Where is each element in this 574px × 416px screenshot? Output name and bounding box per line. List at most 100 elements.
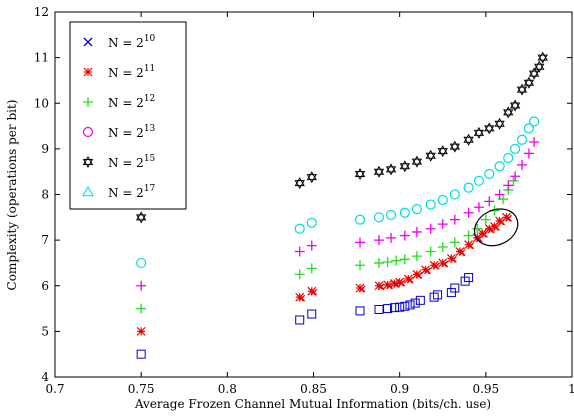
data-point: [415, 295, 425, 305]
y-axis-label: Complexity (operations per bit): [5, 100, 19, 291]
data-point: [377, 283, 385, 291]
data-point: [510, 143, 521, 154]
data-point: [425, 149, 436, 162]
data-point: [306, 171, 317, 184]
data-point: [373, 212, 385, 223]
data-point: [373, 165, 385, 178]
legend-entry: N = 211: [108, 64, 155, 80]
data-point: [437, 219, 448, 230]
data-point: [355, 283, 365, 293]
data-point: [484, 196, 495, 207]
data-point: [446, 253, 456, 263]
data-point: [441, 260, 449, 268]
data-point: [523, 123, 535, 134]
data-point: [411, 226, 422, 237]
data-point: [306, 217, 317, 228]
data-point: [373, 235, 384, 246]
data-point: [537, 51, 548, 64]
data-point: [534, 60, 545, 73]
data-point: [494, 117, 505, 130]
y-tick-label: 5: [41, 324, 49, 338]
data-point: [82, 126, 94, 138]
data-point: [383, 280, 393, 290]
data-point: [136, 326, 146, 336]
data-point: [498, 218, 506, 226]
data-point: [449, 255, 457, 263]
data-point: [528, 116, 540, 127]
data-point: [455, 247, 465, 256]
data-point: [399, 230, 410, 241]
data-point: [450, 283, 460, 293]
legend-entry: N = 217: [108, 184, 156, 200]
legend-entry: N = 215: [108, 154, 156, 170]
data-point: [403, 274, 413, 284]
data-point: [432, 262, 440, 270]
y-tick-label: 8: [41, 188, 49, 202]
data-point: [503, 106, 514, 119]
legend-entry: N = 212: [108, 94, 155, 110]
data-point: [463, 182, 474, 193]
data-point: [484, 122, 495, 135]
data-point: [410, 298, 420, 308]
data-point: [473, 126, 485, 139]
data-point: [136, 280, 147, 291]
data-point: [406, 276, 414, 284]
data-point: [477, 228, 487, 238]
data-point: [411, 251, 422, 262]
data-point: [395, 302, 405, 312]
data-point: [385, 209, 397, 221]
data-point: [516, 83, 528, 96]
data-point: [83, 67, 93, 77]
annotation-layer: [473, 208, 519, 247]
data-point: [480, 214, 491, 225]
data-point: [421, 265, 430, 275]
data-point: [399, 254, 410, 265]
data-point: [83, 37, 93, 47]
data-point: [294, 269, 305, 280]
data-point: [425, 246, 436, 257]
data-point: [429, 292, 439, 302]
data-point: [505, 214, 512, 222]
legend-box: [69, 21, 187, 210]
data-point: [389, 303, 399, 313]
data-point: [82, 185, 94, 197]
data-point: [306, 263, 317, 274]
x-tick-label: 0.8: [218, 382, 237, 396]
data-point: [502, 212, 511, 222]
data-point: [310, 288, 318, 296]
data-point: [480, 230, 488, 238]
data-point: [415, 271, 423, 279]
data-point: [136, 257, 147, 269]
data-point: [390, 279, 399, 288]
data-point: [306, 240, 317, 251]
data-point: [354, 214, 366, 225]
data-point: [294, 246, 305, 257]
data-point: [458, 249, 466, 256]
highlight-ellipse: [473, 208, 519, 247]
data-point: [83, 97, 93, 107]
y-tick-label: 9: [41, 142, 49, 156]
data-point: [307, 309, 317, 319]
data-point: [503, 180, 514, 191]
data-point: [473, 202, 484, 213]
x-tick-label: 0.9: [390, 382, 409, 396]
y-tick-label: 4: [41, 370, 49, 384]
data-point: [509, 99, 521, 112]
data-point: [463, 133, 474, 146]
data-point: [433, 290, 443, 300]
data-point: [517, 159, 528, 170]
data-point: [298, 294, 306, 302]
legend-entry: N = 213: [108, 124, 156, 140]
data-point: [383, 304, 393, 314]
x-axis-label: Average Frozen Channel Mutual Informatio…: [134, 397, 491, 411]
data-point: [135, 211, 147, 224]
y-tick-label: 12: [34, 5, 49, 19]
data-point: [136, 349, 146, 359]
data-point: [437, 241, 448, 252]
data-point: [446, 288, 456, 298]
data-point: [510, 171, 521, 182]
data-point: [295, 292, 305, 302]
x-tick-label: 0.75: [128, 382, 155, 396]
data-point: [473, 175, 485, 186]
data-point: [374, 281, 384, 291]
